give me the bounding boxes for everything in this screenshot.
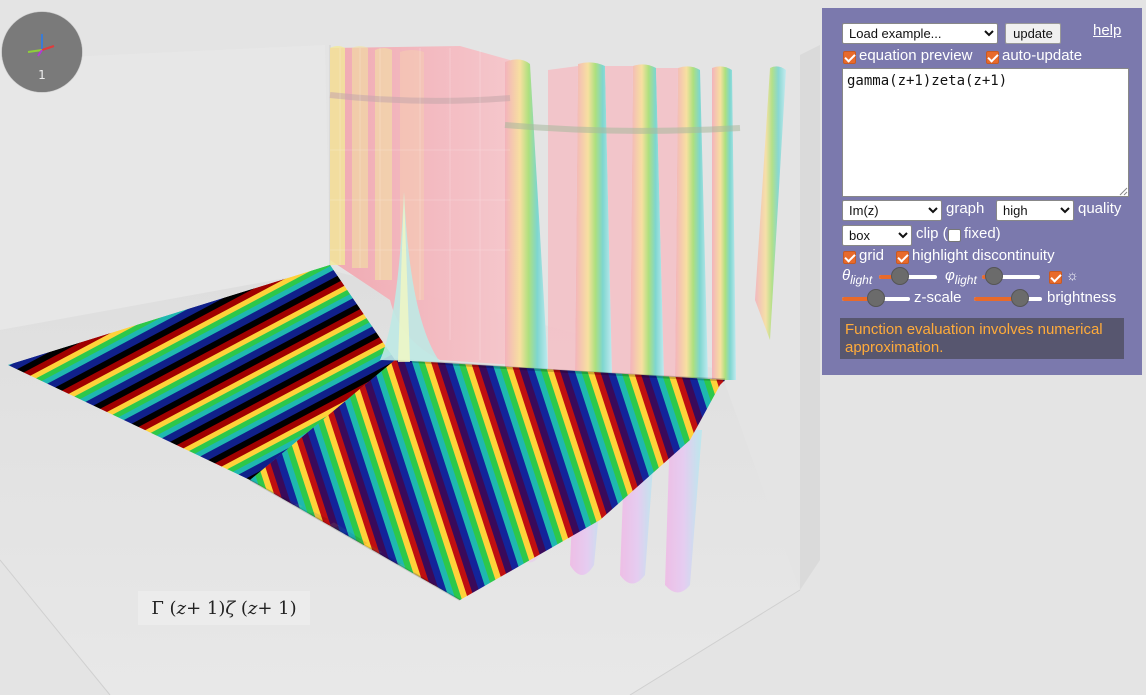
graph-mode-select[interactable]: Im(z) [842, 200, 942, 221]
pole-spike [380, 192, 440, 362]
graph-label: graph [946, 200, 985, 217]
phi-light-label: φlight [945, 267, 977, 287]
load-example-select[interactable]: Load example... [842, 23, 998, 44]
update-button[interactable]: update [1005, 23, 1061, 44]
highlight-discontinuity-label: highlight discontinuity [912, 247, 1055, 264]
equation-preview-checkbox[interactable] [843, 51, 856, 64]
sun-icon: ☼ [1066, 267, 1079, 283]
zeta-symbol: ζ [225, 597, 236, 619]
highlight-discontinuity-checkbox[interactable] [896, 251, 909, 264]
quality-label: quality [1078, 200, 1122, 217]
theta-light-slider-knob[interactable] [891, 267, 910, 285]
z-scale-label: z-scale [914, 289, 962, 306]
status-message: Function evaluation involves numerical a… [840, 318, 1124, 359]
z-scale-slider[interactable] [842, 289, 910, 309]
phi-light-slider-knob[interactable] [984, 267, 1003, 285]
theta-light-slider[interactable] [879, 267, 937, 287]
orientation-gizmo[interactable]: 1 [2, 12, 82, 92]
surface-plane [8, 265, 726, 601]
clip-fixed-label: fixed) [964, 225, 1001, 242]
grid-checkbox[interactable] [843, 251, 856, 264]
surface-walls [329, 46, 786, 381]
brightness-slider-knob[interactable] [1011, 289, 1030, 307]
grid-label: grid [859, 247, 885, 264]
clip-label: clip ( [916, 225, 948, 242]
control-panel: Load example... update help equation pre… [822, 8, 1142, 375]
clip-select[interactable]: box [842, 225, 912, 246]
brightness-slider[interactable] [974, 289, 1042, 309]
auto-update-checkbox[interactable] [986, 51, 999, 64]
light-toggle-checkbox[interactable] [1049, 271, 1062, 284]
gamma-symbol: Γ [151, 597, 164, 619]
equation-preview: Γ (z + 1) ζ (z + 1) [138, 591, 310, 625]
theta-light-label: θlight [842, 267, 873, 287]
auto-update-label: auto-update [1002, 47, 1083, 64]
phi-light-slider[interactable] [982, 267, 1040, 287]
axes-icon [27, 34, 55, 57]
plot-box-right-wall [800, 45, 820, 590]
clip-fixed-checkbox[interactable] [948, 229, 961, 242]
quality-select[interactable]: high [996, 200, 1074, 221]
equation-preview-label: equation preview [859, 47, 973, 64]
plot-box-left-wall [0, 45, 330, 330]
z-scale-slider-knob[interactable] [867, 289, 885, 307]
equation-input[interactable] [842, 68, 1129, 197]
gizmo-zoom-label: 1 [38, 68, 46, 82]
resize-grip-icon[interactable] [1118, 186, 1128, 196]
help-link[interactable]: help [1093, 22, 1122, 39]
brightness-label: brightness [1047, 289, 1117, 306]
